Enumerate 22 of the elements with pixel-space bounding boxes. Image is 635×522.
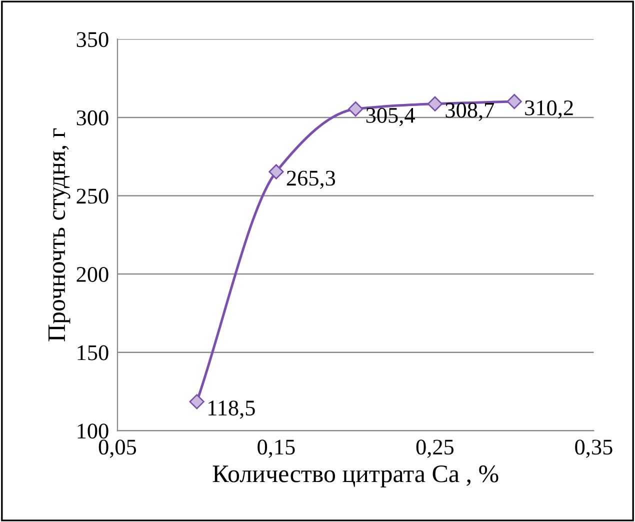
- y-tick-label: 150: [78, 345, 108, 360]
- y-tick-label: 350: [76, 32, 108, 48]
- x-axis-title: Количество цитрата Са , %: [212, 465, 498, 488]
- point: [268, 164, 284, 180]
- x-tick-label: 0,25: [416, 440, 454, 458]
- y-tick-label: 250: [76, 188, 108, 204]
- x-tick-label: 0,35: [575, 440, 612, 458]
- point: [506, 94, 522, 110]
- point: [189, 394, 204, 410]
- point: [348, 101, 364, 117]
- y-tick-label: 300: [76, 110, 108, 126]
- y-tick-label: 200: [76, 266, 108, 282]
- data-label: 118,5: [208, 400, 255, 419]
- x-tick-label: 0,05: [98, 440, 136, 458]
- data-label: 308,7: [446, 102, 494, 121]
- y-tick-label: 100: [78, 424, 108, 439]
- data-label: 310,2: [525, 100, 573, 119]
- y-axis-title: Прочночть студня, г: [48, 128, 70, 342]
- x-tick-label: 0,15: [258, 440, 295, 458]
- data-label: 305,4: [366, 108, 415, 126]
- data-label: 265,3: [286, 170, 336, 189]
- point: [427, 96, 443, 112]
